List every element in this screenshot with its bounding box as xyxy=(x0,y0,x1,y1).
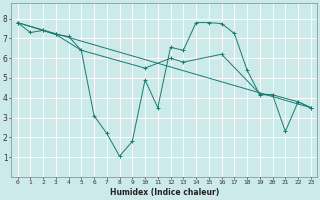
X-axis label: Humidex (Indice chaleur): Humidex (Indice chaleur) xyxy=(109,188,219,197)
